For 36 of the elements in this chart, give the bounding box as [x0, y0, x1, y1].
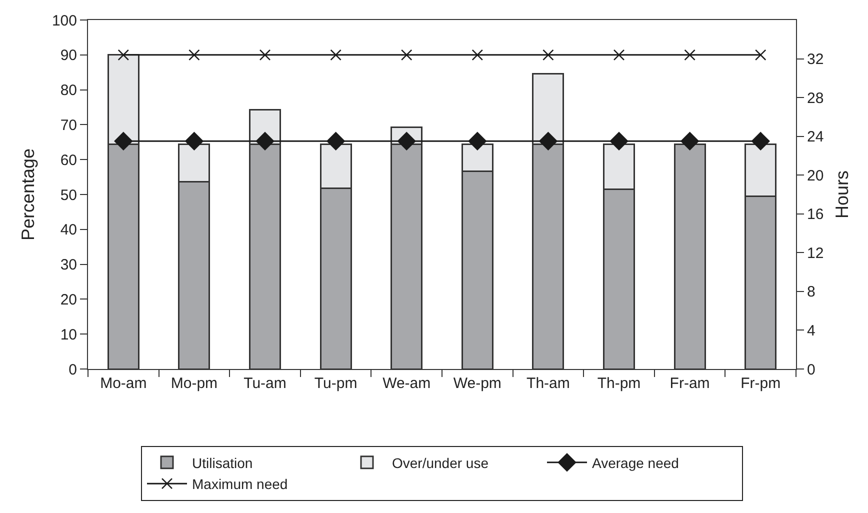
y2-tick-label: 16 — [807, 206, 824, 224]
y2-tick-label: 24 — [807, 128, 824, 146]
x-tick-label: Mo-pm — [170, 375, 218, 392]
y-axis-title: Percentage — [18, 148, 38, 241]
y-tick-label: 30 — [60, 256, 77, 274]
x-tick-label: Tu-am — [244, 375, 286, 392]
y-tick-label: 100 — [52, 12, 77, 30]
y2-tick-label: 20 — [807, 167, 824, 184]
y-tick-label: 80 — [60, 82, 77, 100]
x-tick-label: Fr-pm — [740, 375, 781, 392]
y-tick-label: 10 — [60, 326, 77, 344]
legend-label: Utilisation — [192, 454, 253, 471]
y2-axis-title: Hours — [832, 170, 852, 219]
y2-tick-label: 0 — [807, 361, 816, 378]
y2-tick-label: 28 — [807, 90, 824, 107]
x-tick-label: Th-am — [526, 375, 570, 392]
x-tick-label: We-am — [382, 375, 431, 392]
legend-label: Average need — [592, 454, 679, 471]
y-tick-label: 50 — [60, 186, 77, 204]
y2-tick-label: 8 — [807, 284, 816, 301]
y2-tick-label: 32 — [807, 51, 824, 68]
y2-tick-label: 4 — [807, 322, 816, 340]
legend-label: Over/under use — [392, 454, 489, 471]
y2-tick-label: 12 — [807, 244, 824, 262]
y-tick-label: 20 — [60, 291, 77, 308]
x-tick-label: We-pm — [453, 375, 502, 392]
x-tick-label: Fr-am — [670, 375, 710, 392]
y-tick-label: 70 — [60, 116, 77, 134]
y-tick-label: 40 — [60, 222, 77, 239]
y-tick-label: 90 — [60, 47, 77, 64]
x-tick-label: Th-pm — [597, 375, 641, 392]
y-tick-label: 0 — [68, 361, 77, 378]
x-tick-label: Tu-pm — [314, 375, 358, 392]
y-tick-label: 60 — [60, 152, 77, 169]
x-tick-label: Mo-am — [100, 375, 147, 392]
legend-label: Maximum need — [192, 476, 288, 492]
